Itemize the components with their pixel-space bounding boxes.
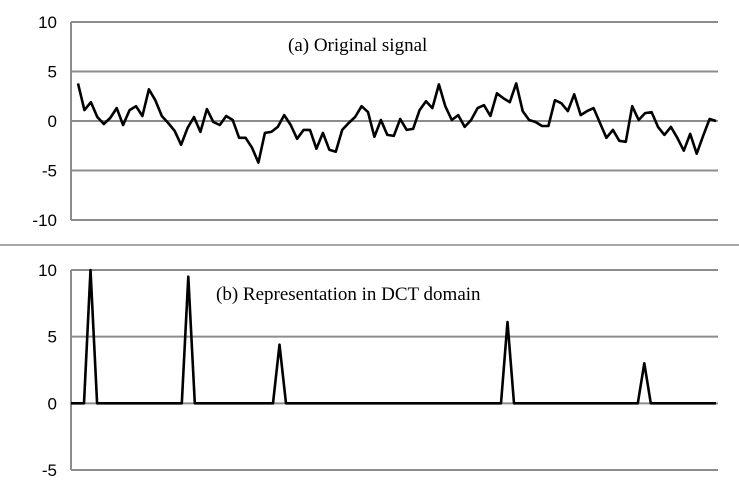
y-tick-labels: 10 5 0 -5 — [38, 261, 57, 480]
y-tick-label: 0 — [48, 394, 57, 413]
y-tick-label: 0 — [48, 112, 57, 131]
gridlines — [71, 21, 718, 221]
y-tick-label: 10 — [38, 13, 57, 32]
chart-title: (a) Original signal — [288, 35, 427, 56]
chart-panel-original-signal: 10 5 0 -5 -10 (a) Original signal — [32, 13, 718, 230]
y-tick-label: -5 — [42, 461, 57, 480]
y-tick-label: 5 — [48, 63, 57, 82]
chart-title: (b) Representation in DCT domain — [216, 284, 481, 305]
y-tick-labels: 10 5 0 -5 -10 — [32, 13, 57, 230]
y-tick-label: -10 — [32, 211, 57, 230]
chart-panel-dct-domain: 10 5 0 -5 (b) Representation in DCT domain — [38, 261, 718, 480]
y-tick-label: -5 — [42, 162, 57, 181]
signal-line — [76, 82, 717, 164]
y-tick-label: 10 — [38, 261, 57, 280]
y-tick-label: 5 — [48, 328, 57, 347]
dct-coefficient-line — [71, 268, 716, 405]
